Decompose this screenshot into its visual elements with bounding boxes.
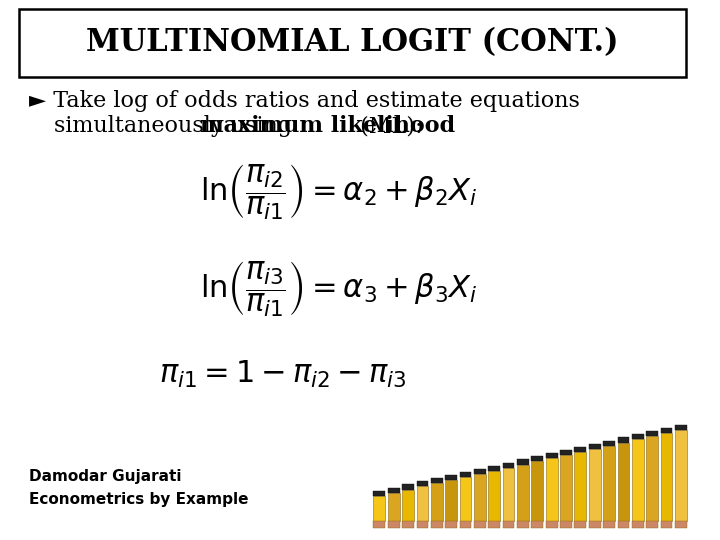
Bar [474, 522, 486, 528]
Bar [402, 490, 414, 522]
Text: maximum likelihood: maximum likelihood [200, 115, 455, 137]
Bar [647, 436, 658, 522]
Bar [503, 468, 515, 522]
Bar [445, 522, 457, 528]
Bar [589, 522, 600, 528]
Bar [589, 449, 600, 522]
Bar [488, 522, 500, 528]
Bar [661, 433, 672, 522]
Bar [503, 522, 515, 528]
Bar [517, 522, 528, 528]
Bar [388, 488, 400, 492]
Bar [374, 496, 385, 522]
Bar [546, 522, 557, 528]
Bar [603, 446, 615, 522]
Bar [374, 522, 385, 528]
Bar [661, 522, 672, 528]
Bar [402, 484, 414, 490]
Bar [675, 425, 687, 430]
Bar [647, 522, 658, 528]
Bar [459, 477, 472, 522]
FancyBboxPatch shape [19, 9, 686, 77]
Text: ► Take log of odds ratios and estimate equations: ► Take log of odds ratios and estimate e… [30, 90, 580, 112]
Bar [575, 452, 586, 522]
Bar [575, 522, 586, 528]
Bar [618, 522, 629, 528]
Bar [388, 492, 400, 522]
Text: (ML):: (ML): [353, 115, 423, 137]
Text: simultaneously using: simultaneously using [54, 115, 300, 137]
Text: Damodar Gujarati: Damodar Gujarati [30, 469, 182, 484]
Bar [589, 444, 600, 449]
Bar [632, 522, 644, 528]
Bar [603, 441, 615, 446]
Bar [546, 458, 557, 522]
Bar [503, 462, 515, 468]
Bar [647, 431, 658, 436]
Bar [531, 522, 543, 528]
Bar [531, 456, 543, 461]
Bar [488, 471, 500, 522]
Bar [417, 487, 428, 522]
Bar [618, 437, 629, 443]
Text: MULTINOMIAL LOGIT (CONT.): MULTINOMIAL LOGIT (CONT.) [86, 27, 618, 58]
Bar [445, 475, 457, 480]
Bar [560, 455, 572, 522]
Bar [459, 472, 472, 477]
Bar [531, 461, 543, 522]
Bar [560, 450, 572, 455]
Text: $\pi_{i1} = 1 - \pi_{i2} - \pi_{i3}$: $\pi_{i1} = 1 - \pi_{i2} - \pi_{i3}$ [158, 359, 406, 390]
Bar [431, 522, 443, 528]
Bar [402, 522, 414, 528]
Bar [474, 474, 486, 522]
Bar [575, 447, 586, 452]
Bar [603, 522, 615, 528]
Bar [431, 483, 443, 522]
Bar [661, 428, 672, 433]
Bar [474, 469, 486, 474]
Bar [517, 460, 528, 464]
Bar [632, 440, 644, 522]
Bar [417, 522, 428, 528]
Bar [517, 464, 528, 522]
Bar [618, 443, 629, 522]
Text: $\ln\!\left(\dfrac{\pi_{i2}}{\pi_{i1}}\right) = \alpha_2 + \beta_2 X_i$: $\ln\!\left(\dfrac{\pi_{i2}}{\pi_{i1}}\r… [199, 162, 477, 222]
Bar [560, 522, 572, 528]
Bar [675, 430, 687, 522]
Text: $\ln\!\left(\dfrac{\pi_{i3}}{\pi_{i1}}\right) = \alpha_3 + \beta_3 X_i$: $\ln\!\left(\dfrac{\pi_{i3}}{\pi_{i1}}\r… [199, 259, 477, 319]
Text: Econometrics by Example: Econometrics by Example [30, 492, 249, 508]
Bar [546, 453, 557, 458]
Bar [417, 481, 428, 487]
Bar [488, 465, 500, 471]
Bar [431, 478, 443, 483]
Bar [459, 522, 472, 528]
Bar [675, 522, 687, 528]
Bar [445, 480, 457, 522]
Bar [374, 491, 385, 496]
Bar [388, 522, 400, 528]
Bar [632, 434, 644, 440]
